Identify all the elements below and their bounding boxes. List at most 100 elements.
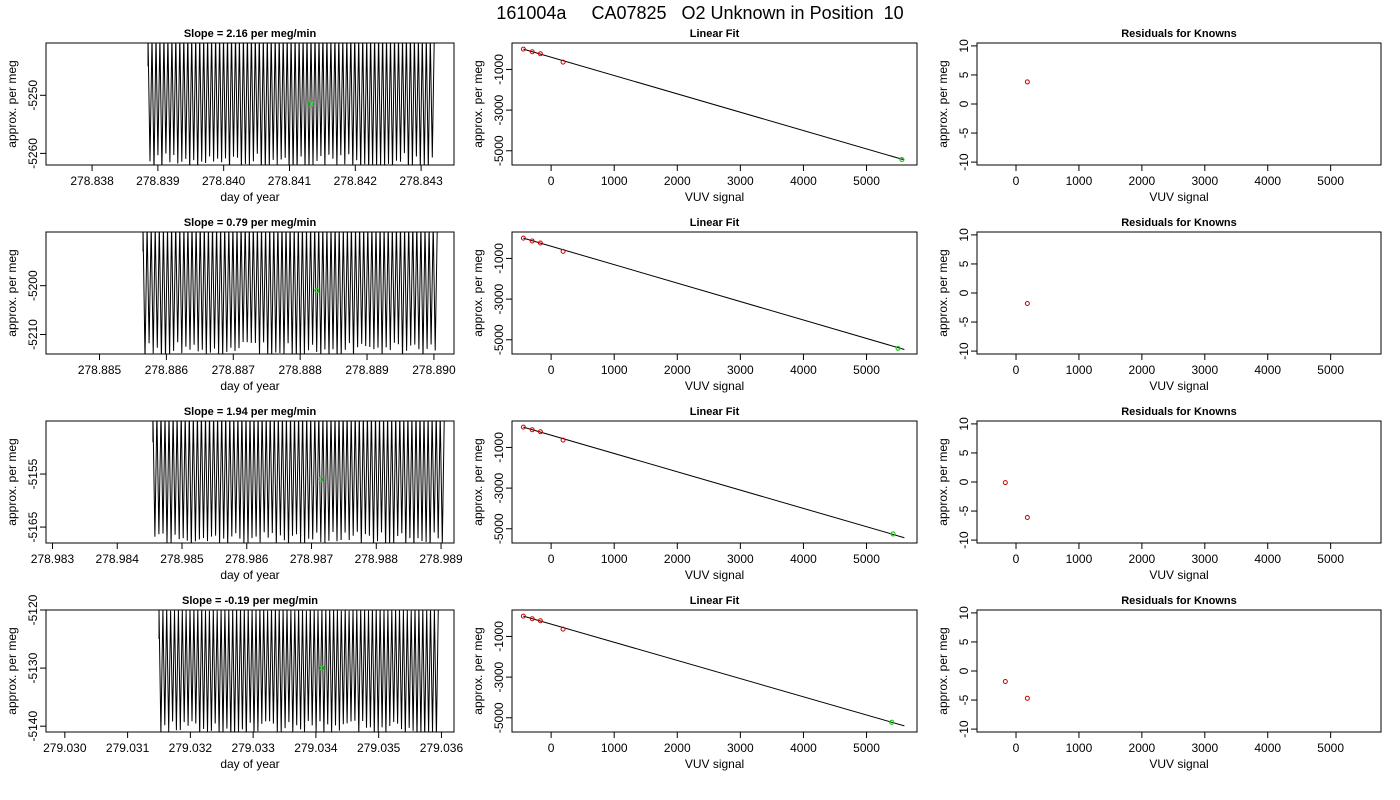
y-tick-label: -10: [957, 153, 971, 171]
y-axis-label: approx. per meg: [471, 249, 485, 336]
figure-title: 161004a CA07825 O2 Unknown in Position 1…: [496, 3, 904, 23]
x-tick-label: 279.035: [357, 741, 401, 755]
x-tick-label: 278.988: [355, 552, 399, 566]
y-tick-label: 0: [957, 667, 971, 674]
x-axis-label: VUV signal: [1149, 379, 1208, 393]
time-series-trace: [158, 610, 439, 732]
y-tick-label: -5260: [26, 138, 40, 169]
y-tick-label: -5200: [26, 270, 40, 301]
known-point: [520, 235, 526, 241]
x-tick-label: 278.838: [70, 174, 114, 188]
panel-4-2: Linear Fit 0 1000 2000 3000 4000 5000 -1000 -300…: [471, 595, 918, 771]
x-tick-label: 279.030: [43, 741, 87, 755]
y-tick-label: 10: [957, 417, 971, 431]
y-tick-label: 5: [957, 260, 971, 267]
x-tick-label: 278.989: [419, 552, 463, 566]
x-tick-label: 2000: [664, 363, 691, 377]
x-tick-label: 1000: [1066, 552, 1093, 566]
y-tick-label: -10: [957, 342, 971, 360]
y-tick-label: -1000: [492, 621, 506, 652]
x-tick-label: 4000: [790, 174, 817, 188]
y-axis-label: approx. per meg: [936, 438, 950, 525]
x-tick-label: 0: [548, 741, 555, 755]
panel-title: Slope = 1.94 per meg/min: [184, 406, 317, 418]
x-tick-label: 5000: [853, 363, 880, 377]
x-tick-label: 2000: [1129, 552, 1156, 566]
x-axis-label: VUV signal: [1149, 757, 1208, 771]
residual-point: [1024, 300, 1030, 306]
y-axis-label: approx. per meg: [471, 627, 485, 714]
x-tick-label: 278.886: [145, 363, 189, 377]
y-axis-label: approx. per meg: [471, 438, 485, 525]
x-tick-label: 0: [548, 363, 555, 377]
y-tick-label: -5130: [26, 652, 40, 683]
known-point: [537, 429, 543, 435]
panel-title: Slope = 2.16 per meg/min: [184, 28, 317, 40]
y-tick-label: -5000: [492, 135, 506, 166]
plot-frame: [45, 42, 455, 166]
unknown-point: [307, 101, 314, 107]
y-tick-label: -3000: [492, 661, 506, 692]
unknown-point: [318, 476, 324, 482]
x-tick-label: 2000: [1129, 741, 1156, 755]
known-point: [560, 248, 566, 254]
y-tick-label: -5: [957, 316, 971, 327]
x-tick-label: 278.986: [225, 552, 269, 566]
panel-3-2: Linear Fit 0 1000 2000 3000 4000 5000 -1000 -300…: [471, 406, 918, 582]
x-tick-label: 2000: [1129, 174, 1156, 188]
fit-line: [523, 615, 905, 727]
x-tick-label: 2000: [1129, 363, 1156, 377]
y-tick-label: -1000: [492, 54, 506, 85]
unknown-point: [889, 719, 895, 725]
x-tick-label: 5000: [1317, 363, 1344, 377]
y-tick-label: 10: [957, 39, 971, 53]
x-tick-label: 278.887: [212, 363, 256, 377]
panel-2-1: Slope = 0.79 per meg/min 278.885 278.886 27…: [5, 217, 456, 393]
x-tick-label: 2000: [664, 174, 691, 188]
residual-point: [1024, 695, 1030, 701]
y-axis-label: approx. per meg: [5, 627, 19, 714]
x-tick-label: 278.889: [345, 363, 389, 377]
unknown-point: [899, 156, 905, 163]
x-tick-label: 1000: [601, 741, 628, 755]
x-tick-label: 1000: [601, 363, 628, 377]
y-tick-label: 0: [957, 478, 971, 485]
y-tick-label: 10: [957, 606, 971, 620]
known-point: [520, 424, 526, 430]
known-point: [529, 49, 535, 55]
unknown-point: [890, 531, 896, 537]
x-axis-label: VUV signal: [1149, 568, 1208, 582]
residual-point: [1002, 480, 1008, 486]
y-tick-label: 5: [957, 638, 971, 645]
y-tick-label: 0: [957, 289, 971, 296]
x-tick-label: 5000: [1317, 552, 1344, 566]
x-tick-label: 2000: [664, 741, 691, 755]
plot-frame: [45, 420, 455, 544]
y-tick-label: -3000: [492, 94, 506, 125]
x-tick-label: 3000: [727, 552, 754, 566]
panel-1-3: Residuals for Knowns 0 1000 2000 3000 4000 500…: [936, 28, 1382, 204]
x-tick-label: 278.983: [31, 552, 75, 566]
x-tick-label: 0: [1013, 363, 1020, 377]
panel-title: Linear Fit: [690, 217, 740, 229]
x-tick-label: 3000: [1191, 174, 1218, 188]
y-axis-label: approx. per meg: [5, 249, 19, 336]
y-tick-label: -1000: [492, 432, 506, 463]
x-tick-label: 279.033: [231, 741, 275, 755]
known-point: [560, 437, 566, 443]
y-tick-label: 0: [957, 100, 971, 107]
y-tick-label: 10: [957, 228, 971, 242]
plot-data: [147, 43, 435, 165]
panel-2-2: Linear Fit 0 1000 2000 3000 4000 5000 -1000 -300…: [471, 217, 918, 393]
x-tick-label: 3000: [727, 741, 754, 755]
known-point: [520, 613, 526, 619]
plot-data: [158, 610, 439, 732]
residual-point: [1002, 678, 1008, 684]
y-tick-label: -5000: [492, 324, 506, 355]
y-tick-label: -5210: [26, 319, 40, 350]
y-tick-label: -5165: [26, 511, 40, 542]
panel-title: Residuals for Knowns: [1121, 217, 1237, 229]
x-tick-label: 0: [1013, 552, 1020, 566]
y-tick-label: -10: [957, 720, 971, 738]
x-tick-label: 3000: [727, 174, 754, 188]
